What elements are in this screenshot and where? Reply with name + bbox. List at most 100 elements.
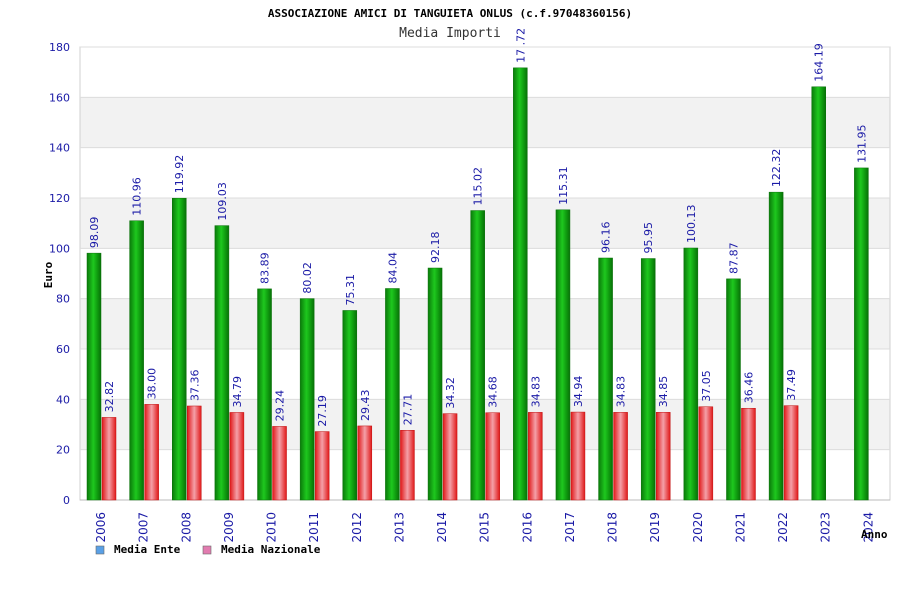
legend: Media Ente Media Nazionale [95,543,321,556]
x-tick-label: 2018 [606,512,620,543]
bar-media-ente [555,209,571,501]
x-tick-label: 2016 [520,512,534,543]
data-label: 34.83 [529,376,542,408]
data-label: 34.32 [444,377,457,409]
bar-media-ente [683,247,699,501]
bar-media-nazionale [357,425,373,501]
x-tick-label: 2006 [94,512,108,543]
legend-swatch-ente [95,545,105,555]
data-label: 122.32 [770,149,783,188]
grid-band [80,349,890,400]
data-label: 96.16 [600,221,613,253]
grid-band [80,198,890,249]
data-label: 17 .72 [514,28,527,63]
data-label: 110.96 [131,177,144,216]
x-tick-label: 2013 [392,512,406,543]
bar-media-nazionale [698,406,714,501]
bar-media-ente [513,67,528,501]
y-tick-label: 140 [49,142,70,155]
legend-label-nazionale: Media Nazionale [221,543,321,556]
data-label: 80.02 [301,262,314,294]
bar-media-ente [726,278,741,501]
data-label: 32.82 [103,381,116,413]
x-tick-label: 2019 [648,512,662,543]
bar-media-nazionale [187,405,202,501]
bar-media-nazionale [400,430,415,501]
bar-media-nazionale [101,417,117,501]
y-tick-label: 60 [56,343,70,356]
bar-media-nazionale [485,412,500,501]
data-label: 98.09 [88,217,101,249]
data-label: 164.19 [813,43,826,82]
y-tick-label: 160 [49,91,70,104]
data-label: 34.85 [657,376,670,408]
data-label: 27.71 [401,394,414,426]
chart-subtitle: Media Importi [399,26,501,41]
x-tick-label: 2014 [435,512,449,543]
bar-media-ente [640,258,656,501]
bar-media-nazionale [741,407,756,501]
bar-media-nazionale [570,411,586,501]
bar-media-nazionale [272,426,287,501]
y-axis-ticks: 0 20 40 60 80 100 120 140 160 180 [49,41,70,507]
bars [86,67,869,501]
bar-media-nazionale [655,412,671,501]
x-tick-label: 2017 [563,512,577,543]
data-label: 75.31 [344,274,357,306]
data-label: 29.24 [274,390,287,422]
data-labels: 98.09 32.82 110.96 38.00 119.92 37.36 109.03 34… [88,28,868,427]
bar-media-ente [214,225,230,501]
y-tick-label: 120 [49,192,70,205]
data-label: 115.31 [557,166,570,205]
bar-media-ente [470,210,485,501]
y-tick-label: 0 [63,494,70,507]
x-tick-label: 2024 [861,512,875,543]
x-tick-label: 2009 [222,512,236,543]
grid-band [80,298,890,349]
bar-media-ente [427,267,443,501]
bar-media-nazionale [314,431,330,501]
y-tick-label: 180 [49,41,70,54]
x-tick-label: 2007 [137,512,151,543]
data-label: 38.00 [146,368,159,400]
data-label: 37.49 [785,369,798,401]
y-axis-label: Euro [42,261,55,288]
grid-band [80,147,890,198]
x-tick-label: 2023 [819,512,833,543]
bar-media-ente [342,310,358,501]
x-tick-label: 2022 [776,512,790,543]
bar-media-ente [257,288,272,501]
chart-title: ASSOCIAZIONE AMICI DI TANGUIETA ONLUS (c… [268,7,632,20]
bar-media-nazionale [528,412,543,501]
y-tick-label: 100 [49,242,70,255]
data-label: 37.05 [700,370,713,402]
data-label: 34.79 [231,376,244,407]
data-label: 95.95 [642,222,655,254]
bar-media-ente [598,257,613,501]
bar-media-ente [172,197,187,501]
data-label: 27.19 [316,395,329,427]
data-label: 119.92 [173,155,186,194]
data-label: 34.68 [487,376,500,408]
bar-media-ente [768,191,784,501]
x-axis-ticks: 2006 2007 2008 2009 2010 2011 2012 2013 2014 2015… [94,512,875,543]
grid-band [80,248,890,299]
data-label: 109.03 [216,182,229,220]
bar-media-ente [854,167,869,501]
bar-media-ente [86,252,102,501]
bar-media-nazionale [442,413,458,501]
bar-media-nazionale [783,405,799,501]
grid-band [80,97,890,148]
y-tick-label: 40 [56,393,70,406]
legend-label-ente: Media Ente [114,543,181,556]
y-tick-label: 80 [56,293,70,306]
data-label: 92.18 [429,232,442,264]
data-label: 131.95 [855,124,868,163]
data-label: 100.13 [685,205,698,244]
x-tick-label: 2008 [179,512,193,543]
data-label: 84.04 [386,252,399,284]
bar-media-nazionale [613,412,628,501]
data-label: 34.94 [572,376,585,408]
y-tick-label: 20 [56,444,70,457]
